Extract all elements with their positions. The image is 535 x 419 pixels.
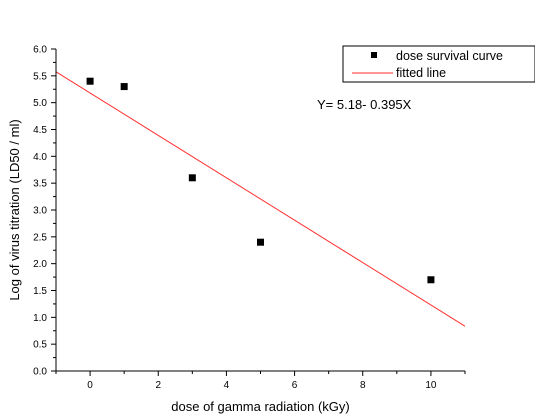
- plot-area: [56, 71, 465, 327]
- y-tick-label: 2.0: [33, 259, 47, 270]
- y-tick-label: 0.0: [33, 367, 47, 378]
- data-point-square: [120, 83, 128, 91]
- data-point-square: [427, 276, 435, 284]
- data-point-square: [257, 238, 264, 246]
- x-tick-label: 2: [155, 380, 161, 391]
- y-tick-label: 4.5: [33, 125, 47, 136]
- axes: 0.0 0.5 1.0 1.5 2.0 2.5 3.0 3.5 4.0 4.5 5.0 5.5 6.0 0…: [33, 45, 466, 391]
- y-tick-label: 3.5: [33, 179, 47, 190]
- y-tick-label: 0.5: [33, 340, 47, 351]
- legend-marker-square: [371, 52, 377, 58]
- legend-label-dose-survival-curve: dose survival curve: [396, 49, 503, 63]
- y-axis-title: Log of virus titration (LD50 / ml): [7, 119, 22, 300]
- y-tick-label: 5.5: [33, 71, 47, 82]
- y-tick-label: 4.0: [33, 152, 47, 163]
- x-axis-title: dose of gamma radiation (kGy): [171, 399, 349, 414]
- y-tick-label: 6.0: [33, 45, 47, 56]
- legend: dose survival curve fitted line: [342, 45, 535, 83]
- data-point-square: [86, 77, 94, 85]
- x-tick-label: 4: [224, 380, 230, 391]
- x-tick-label: 10: [425, 380, 437, 391]
- x-tick-label: 0: [87, 380, 93, 391]
- y-tick-label: 1.0: [33, 313, 47, 324]
- x-tick-label: 6: [292, 380, 298, 391]
- fit-equation-annotation: Y= 5.18- 0.395X: [317, 97, 412, 112]
- y-tick-label: 5.0: [33, 98, 47, 109]
- y-tick-label: 1.5: [33, 286, 47, 297]
- x-tick-label: 8: [360, 380, 366, 391]
- legend-label-fitted-line: fitted line: [396, 66, 446, 80]
- data-point-square: [188, 174, 196, 182]
- y-tick-label: 2.5: [33, 232, 47, 243]
- y-tick-label: 3.0: [33, 206, 47, 217]
- fitted-line: [56, 71, 465, 327]
